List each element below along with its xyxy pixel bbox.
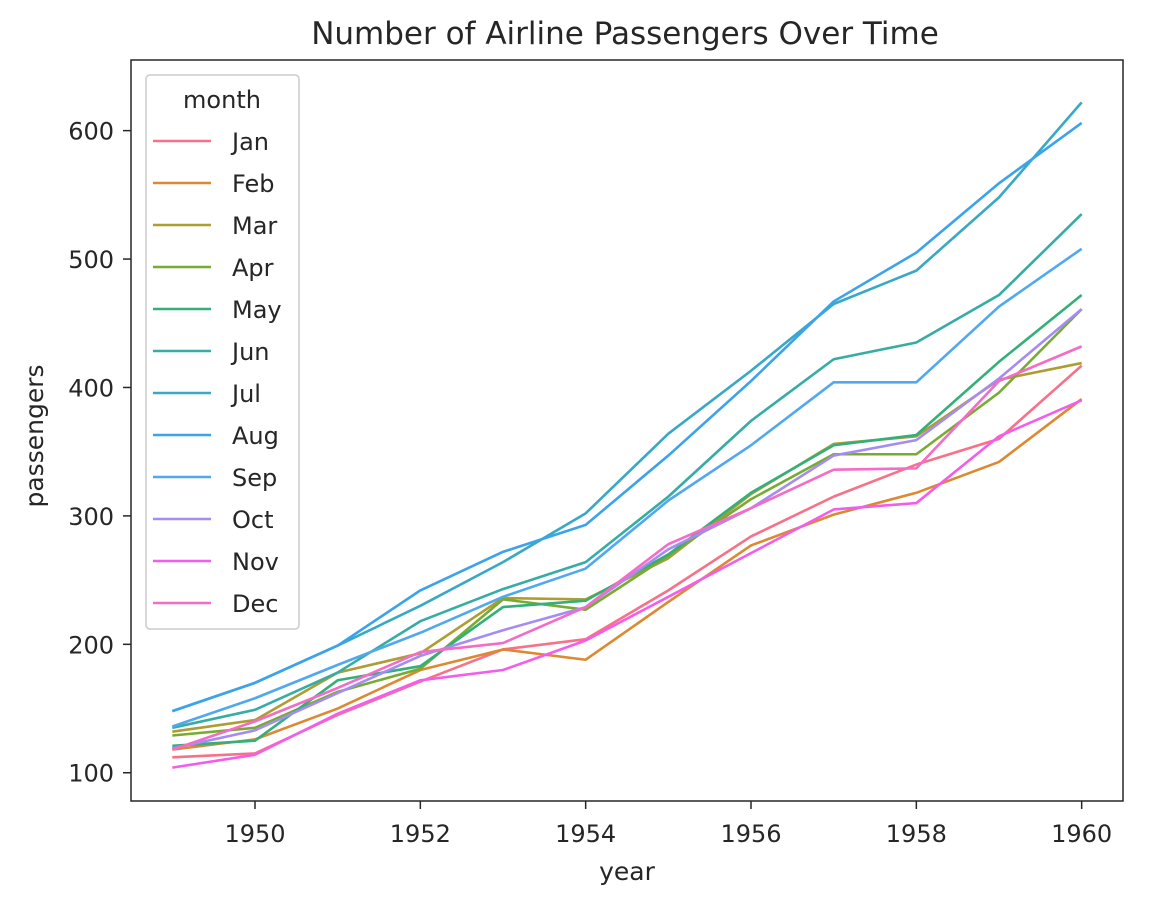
legend-label-sep: Sep [232,464,277,492]
plot-frame [130,59,1124,802]
legend-label-may: May [232,296,282,324]
legend-label-jul: Jul [230,380,261,408]
series-layer [171,101,1083,769]
x-tick-label: 1958 [886,820,947,848]
legend-label-jan: Jan [230,128,269,156]
series-line-apr [172,308,1083,737]
x-tick-label: 1956 [720,820,781,848]
y-axis: 100 200 300 400 500 600 [68,118,131,788]
legend-label-apr: Apr [232,254,274,282]
legend: month Jan Feb Mar Apr May Jun Jul Aug Sep Oct Nov D… [145,74,300,630]
y-tick-label: 300 [68,503,114,531]
y-axis-label: passengers [20,364,49,507]
series-line-oct [172,308,1083,750]
series-line-nov [172,399,1083,769]
legend-label-aug: Aug [232,422,279,450]
series-line-may [172,293,1083,748]
legend-title: month [183,86,261,114]
legend-items: Jan Feb Mar Apr May Jun Jul Aug Sep Oct Nov Dec [153,128,282,618]
x-axis-label: year [599,857,655,886]
y-tick-label: 200 [68,631,114,659]
legend-label-mar: Mar [232,212,277,240]
y-tick-label: 400 [68,374,114,402]
legend-label-jun: Jun [230,338,270,366]
x-tick-label: 1950 [224,820,285,848]
x-axis: 1950 1952 1954 1956 1958 1960 [224,801,1112,848]
series-line-dec [171,345,1083,751]
y-tick-label: 500 [68,246,114,274]
legend-label-dec: Dec [232,590,278,618]
legend-label-nov: Nov [232,548,279,576]
legend-label-oct: Oct [232,506,274,534]
x-tick-label: 1960 [1051,820,1112,848]
x-tick-label: 1954 [555,820,616,848]
series-line-sep [171,247,1083,728]
legend-box [145,74,300,630]
y-tick-label: 600 [68,118,114,146]
y-tick-label: 100 [68,760,114,788]
legend-label-feb: Feb [232,170,275,198]
series-line-feb [172,398,1083,751]
x-tick-label: 1952 [390,820,451,848]
series-line-aug [171,121,1083,713]
series-line-jun [172,213,1083,730]
chart-title: Number of Airline Passengers Over Time [311,16,939,52]
